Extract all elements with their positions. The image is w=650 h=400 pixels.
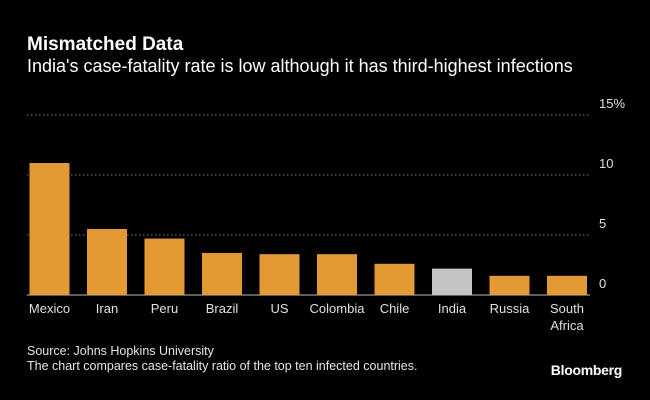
x-tick-label-brazil: Brazil bbox=[206, 301, 239, 316]
bar-brazil bbox=[202, 253, 242, 295]
chart-title: Mismatched Data bbox=[27, 34, 184, 55]
bar-india bbox=[432, 268, 472, 295]
bar-us bbox=[259, 254, 300, 295]
x-tick-label-iran: Iran bbox=[96, 301, 118, 316]
bar-mexico bbox=[29, 163, 70, 295]
chart-subtitle: India's case-fatality rate is low althou… bbox=[27, 56, 573, 76]
bar-chart: 0 5 10 15% Mexico Iran Peru Brazil US Colombia Chi… bbox=[27, 96, 626, 333]
bloomberg-logo: Bloomberg bbox=[550, 362, 623, 378]
bar-chile bbox=[374, 263, 415, 295]
bar-south-africa bbox=[547, 275, 587, 295]
x-tick-label-us: US bbox=[270, 301, 288, 316]
x-tick-label-chile: Chile bbox=[380, 301, 410, 316]
x-tick-label-colombia: Colombia bbox=[310, 301, 366, 316]
y-tick-label: 10 bbox=[599, 156, 613, 171]
bar-peru bbox=[144, 238, 185, 295]
bar-russia bbox=[489, 275, 530, 295]
bar-iran bbox=[87, 229, 127, 295]
x-tick-label-peru: Peru bbox=[151, 301, 178, 316]
chart-footnote: The chart compares case-fatality ratio o… bbox=[27, 359, 418, 373]
y-tick-label: 5 bbox=[599, 216, 606, 231]
x-tick-label-india: India bbox=[438, 301, 467, 316]
bar-layer bbox=[29, 163, 587, 295]
source-note: Source: Johns Hopkins University bbox=[27, 344, 214, 358]
x-tick-label-mexico: Mexico bbox=[29, 301, 70, 316]
y-tick-label: 0 bbox=[599, 276, 606, 291]
x-tick-label-south-africa: South Africa bbox=[550, 301, 584, 333]
label-layer: 0 5 10 15% Mexico Iran Peru Brazil US Colombia Chi… bbox=[29, 96, 626, 333]
bar-colombia bbox=[317, 254, 357, 295]
x-tick-label-russia: Russia bbox=[490, 301, 531, 316]
y-tick-label: 15% bbox=[599, 96, 625, 111]
